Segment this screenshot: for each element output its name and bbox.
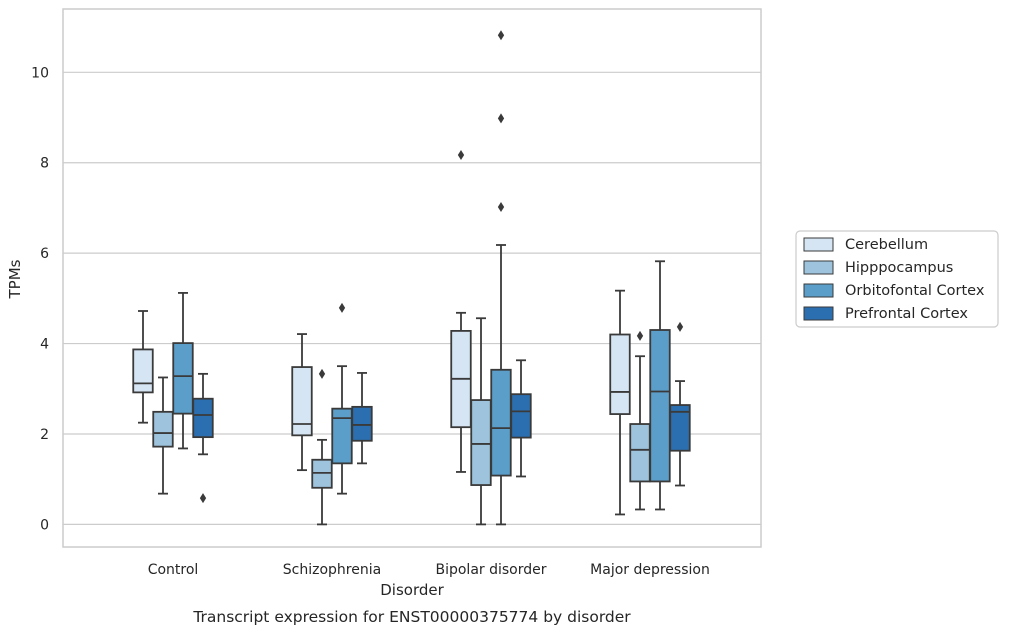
legend: Cerebellum Hipppocampus Orbitofontal Corte… (795, 230, 999, 328)
x-tick-label: Major depression (590, 562, 710, 578)
box-hipppocampus (152, 376, 174, 495)
chart-caption: Transcript expression for ENST0000037577… (192, 608, 631, 626)
box-iqr (311, 458, 333, 489)
outlier-point (497, 113, 505, 124)
legend-swatch (803, 260, 834, 275)
box-orbitofontal-cortex (649, 260, 671, 511)
outlier-point (199, 493, 207, 504)
box-iqr (510, 393, 532, 439)
box-hipppocampus (470, 317, 492, 526)
box-cerebellum (291, 333, 313, 472)
legend-swatch (803, 283, 834, 298)
legend-frame (795, 230, 999, 328)
box-iqr (609, 333, 631, 415)
outlier-point (676, 321, 684, 332)
box-orbitofontal-cortex (331, 302, 353, 495)
box-iqr (629, 423, 651, 483)
box-iqr (291, 366, 313, 437)
box-prefrontal-cortex (669, 321, 691, 487)
plot-frame (62, 8, 762, 548)
box-prefrontal-cortex (510, 359, 532, 478)
legend-label: Cerebellum (845, 237, 928, 253)
box-hipppocampus (629, 330, 651, 511)
y-tick-label: 4 (40, 337, 49, 353)
box-groups (132, 30, 691, 526)
box-cerebellum (132, 310, 154, 424)
box-iqr (331, 407, 353, 465)
box-prefrontal-cortex (351, 372, 373, 465)
box-iqr (132, 348, 154, 394)
x-tick-labels: Control Schizophrenia Bipolar disorder Majo… (148, 562, 710, 578)
box-hipppocampus (311, 368, 333, 526)
y-tick-label: 0 (40, 517, 49, 533)
legend-swatch (803, 306, 834, 321)
legend-label: Orbitofontal Cortex (845, 283, 985, 299)
box-iqr (490, 368, 512, 477)
box-orbitofontal-cortex (172, 292, 194, 450)
x-tick-label: Schizophrenia (283, 562, 381, 578)
box-iqr (152, 410, 174, 448)
outlier-point (497, 30, 505, 41)
box-orbitofontal-cortex (490, 30, 512, 526)
x-tick-label: Control (148, 562, 199, 578)
box-iqr (192, 397, 214, 439)
outlier-point (497, 202, 505, 213)
box-iqr (172, 342, 194, 415)
box-cerebellum (450, 150, 472, 473)
x-tick-label: Bipolar disorder (435, 562, 546, 578)
y-tick-label: 10 (31, 65, 49, 81)
outlier-point (636, 330, 644, 341)
x-axis-label: Disorder (380, 581, 444, 599)
outlier-point (457, 150, 465, 161)
box-iqr (649, 329, 671, 483)
box-prefrontal-cortex (192, 372, 214, 504)
y-axis-label: TPMs (6, 259, 24, 299)
box-iqr (351, 405, 373, 442)
box-cerebellum (609, 289, 631, 516)
y-tick-label: 2 (40, 427, 49, 443)
y-tick-label: 6 (40, 246, 49, 262)
y-tick-labels: 0 2 4 6 8 10 (31, 65, 49, 533)
box-iqr (470, 399, 492, 486)
legend-swatch (803, 237, 834, 252)
outlier-point (338, 302, 346, 313)
legend-label: Prefrontal Cortex (845, 306, 968, 322)
y-tick-label: 8 (40, 156, 49, 172)
box-iqr (669, 404, 691, 452)
legend-label: Hipppocampus (845, 260, 953, 276)
outlier-point (318, 368, 326, 379)
